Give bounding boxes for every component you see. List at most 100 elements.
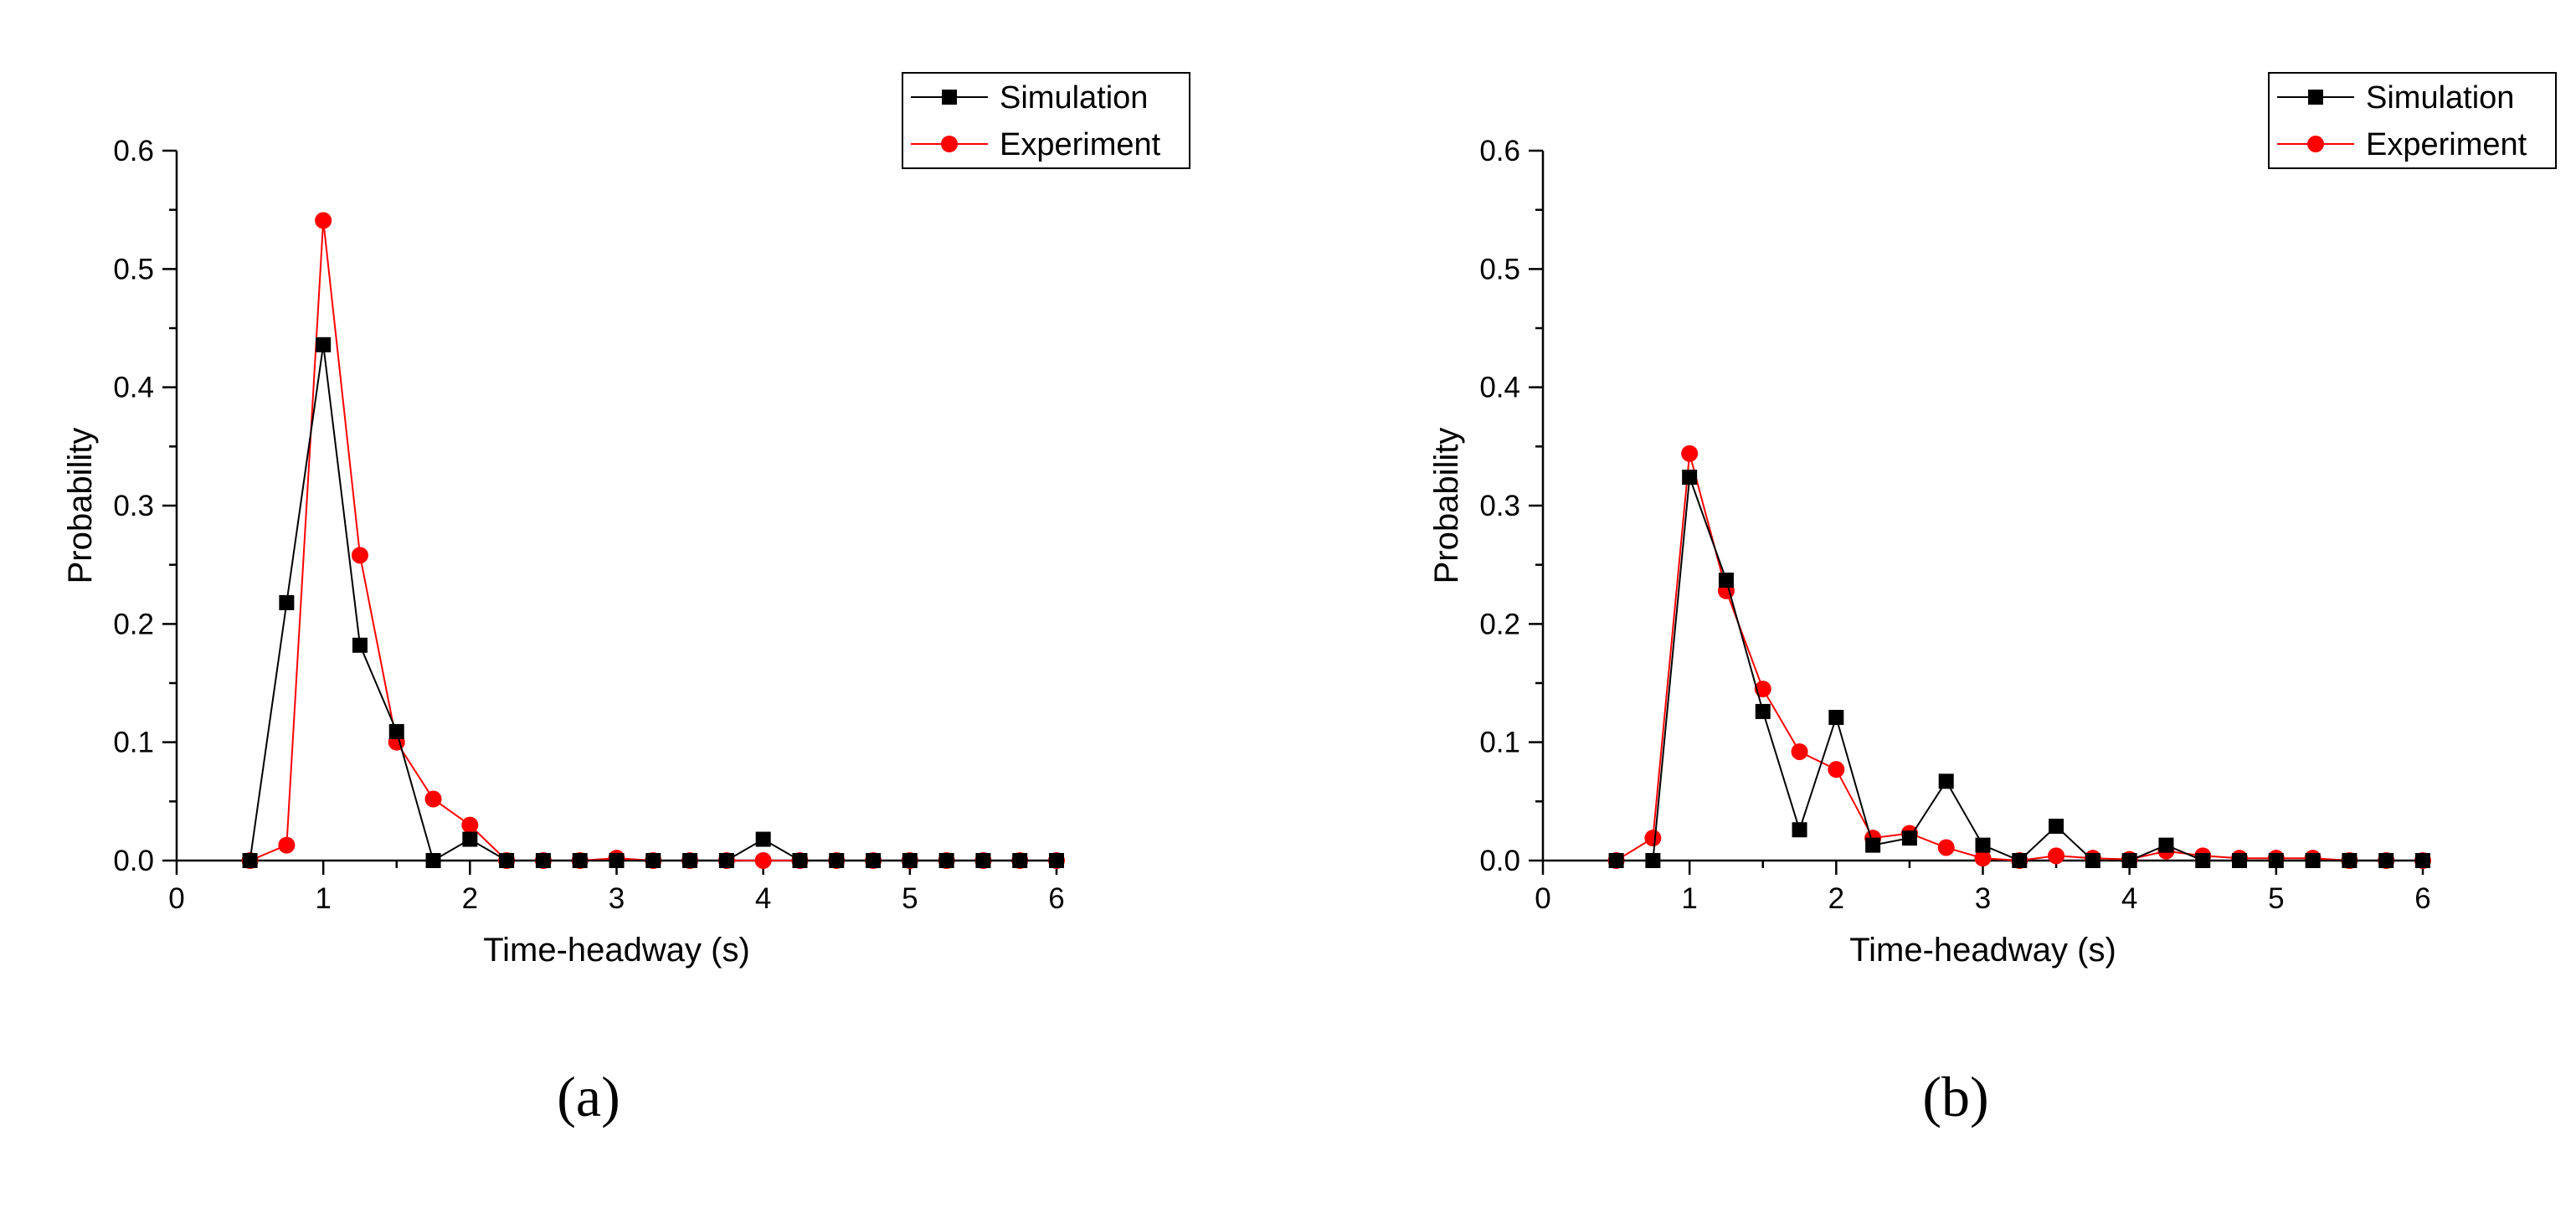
data-point-simulation bbox=[1938, 773, 1954, 789]
data-point-simulation bbox=[2378, 853, 2394, 868]
y-tick-label: 0.0 bbox=[113, 845, 154, 877]
y-tick-label: 0.4 bbox=[113, 372, 154, 404]
legend-label-experiment: Experiment bbox=[1000, 127, 1161, 162]
data-point-simulation bbox=[1901, 830, 1917, 846]
y-axis-title: Probability bbox=[62, 428, 99, 584]
series-line-simulation bbox=[1616, 476, 2423, 862]
legend-marker-experiment bbox=[941, 136, 958, 152]
data-point-experiment bbox=[754, 852, 772, 869]
data-point-simulation bbox=[866, 853, 882, 868]
series-line-experiment bbox=[1616, 453, 2423, 862]
data-point-simulation bbox=[316, 337, 332, 352]
data-point-experiment bbox=[1974, 850, 1992, 867]
y-tick-label: 0.2 bbox=[1479, 608, 1520, 640]
data-point-simulation bbox=[425, 853, 441, 868]
legend: Simulation Experiment bbox=[2268, 72, 2557, 169]
data-point-simulation bbox=[1049, 853, 1064, 868]
x-tick-label: 4 bbox=[2121, 882, 2137, 915]
y-tick-label: 0.5 bbox=[113, 253, 154, 285]
legend-marker-simulation bbox=[2308, 90, 2323, 105]
legend-label-simulation: Simulation bbox=[1000, 80, 1148, 116]
x-tick-label: 5 bbox=[902, 882, 918, 915]
panel-label: (b) bbox=[1922, 1065, 1988, 1128]
data-point-simulation bbox=[1682, 470, 1698, 486]
data-point-experiment bbox=[1681, 445, 1699, 462]
y-tick-label: 0.6 bbox=[113, 135, 154, 167]
data-point-simulation bbox=[1828, 709, 1844, 725]
data-point-simulation bbox=[279, 594, 295, 610]
series-experiment bbox=[1607, 445, 2431, 869]
legend-label-simulation: Simulation bbox=[2366, 80, 2514, 116]
x-tick-label: 2 bbox=[462, 882, 478, 915]
data-point-simulation bbox=[572, 853, 588, 868]
data-point-simulation bbox=[829, 853, 845, 868]
legend-marker-simulation bbox=[942, 90, 957, 105]
y-tick-label: 0.1 bbox=[113, 727, 154, 759]
data-point-simulation bbox=[1718, 573, 1734, 588]
series-simulation bbox=[1608, 470, 2430, 868]
series-line-experiment bbox=[249, 220, 1057, 861]
data-point-simulation bbox=[2085, 853, 2100, 868]
y-tick-label: 0.6 bbox=[1479, 135, 1520, 167]
data-point-experiment bbox=[351, 547, 368, 564]
x-axis-title: Time-headway (s) bbox=[483, 932, 750, 969]
data-point-simulation bbox=[682, 853, 698, 868]
x-tick-label: 5 bbox=[2268, 882, 2284, 915]
x-tick-label: 6 bbox=[1048, 882, 1064, 915]
data-point-simulation bbox=[2049, 819, 2064, 835]
data-point-simulation bbox=[1755, 703, 1771, 719]
y-tick-label: 0.3 bbox=[1479, 490, 1520, 522]
legend-marker-experiment bbox=[2307, 136, 2324, 152]
data-point-simulation bbox=[1865, 837, 1881, 853]
y-axis-title: Probability bbox=[1428, 428, 1465, 584]
data-point-simulation bbox=[975, 853, 991, 868]
data-point-simulation bbox=[242, 853, 258, 868]
x-tick-label: 1 bbox=[315, 882, 331, 915]
data-point-simulation bbox=[755, 831, 771, 847]
y-tick-label: 0.4 bbox=[1479, 372, 1520, 404]
legend-label-experiment: Experiment bbox=[2366, 127, 2527, 162]
y-tick-label: 0.5 bbox=[1479, 253, 1520, 285]
series-simulation bbox=[242, 337, 1064, 868]
y-tick-label: 0.2 bbox=[113, 608, 154, 640]
data-point-experiment bbox=[278, 836, 296, 854]
series-line-simulation bbox=[249, 344, 1057, 862]
data-point-simulation bbox=[2158, 837, 2174, 853]
data-point-simulation bbox=[902, 853, 918, 868]
data-point-simulation bbox=[938, 853, 954, 868]
data-point-simulation bbox=[1645, 853, 1661, 868]
data-point-simulation bbox=[352, 637, 368, 653]
data-point-experiment bbox=[461, 816, 479, 834]
data-point-simulation bbox=[535, 853, 551, 868]
x-tick-label: 0 bbox=[168, 882, 184, 915]
data-point-simulation bbox=[2342, 853, 2357, 868]
data-point-simulation bbox=[2012, 853, 2028, 868]
legend-box bbox=[2268, 72, 2557, 169]
x-tick-label: 0 bbox=[1535, 882, 1550, 915]
legend: Simulation Experiment bbox=[902, 72, 1190, 169]
y-tick-label: 0.0 bbox=[1479, 845, 1520, 877]
data-point-simulation bbox=[1975, 837, 1991, 853]
data-point-experiment bbox=[1644, 830, 1662, 847]
data-point-experiment bbox=[1937, 839, 1955, 856]
y-tick-label: 0.3 bbox=[113, 490, 154, 522]
y-tick-label: 0.1 bbox=[1479, 727, 1520, 759]
data-point-simulation bbox=[462, 831, 478, 847]
series-experiment bbox=[241, 212, 1065, 869]
data-point-experiment bbox=[315, 212, 332, 229]
x-tick-label: 4 bbox=[755, 882, 771, 915]
data-point-simulation bbox=[1608, 853, 1624, 868]
data-point-simulation bbox=[1792, 822, 1807, 838]
data-point-simulation bbox=[609, 853, 625, 868]
panel-label: (a) bbox=[557, 1065, 620, 1128]
data-point-simulation bbox=[2232, 853, 2248, 868]
data-point-simulation bbox=[792, 853, 808, 868]
x-axis-title: Time-headway (s) bbox=[1849, 932, 2116, 969]
data-point-experiment bbox=[1754, 681, 1771, 698]
data-point-experiment bbox=[1828, 761, 1845, 779]
legend-box bbox=[902, 72, 1190, 169]
x-tick-label: 1 bbox=[1681, 882, 1697, 915]
chart-panel-a: 0 1 2 3 4 5 6 0.0 0.1 0.2 0.3 0.4 0.5 0.6 Time-headway… bbox=[62, 72, 1190, 1128]
x-tick-label: 3 bbox=[609, 882, 625, 915]
